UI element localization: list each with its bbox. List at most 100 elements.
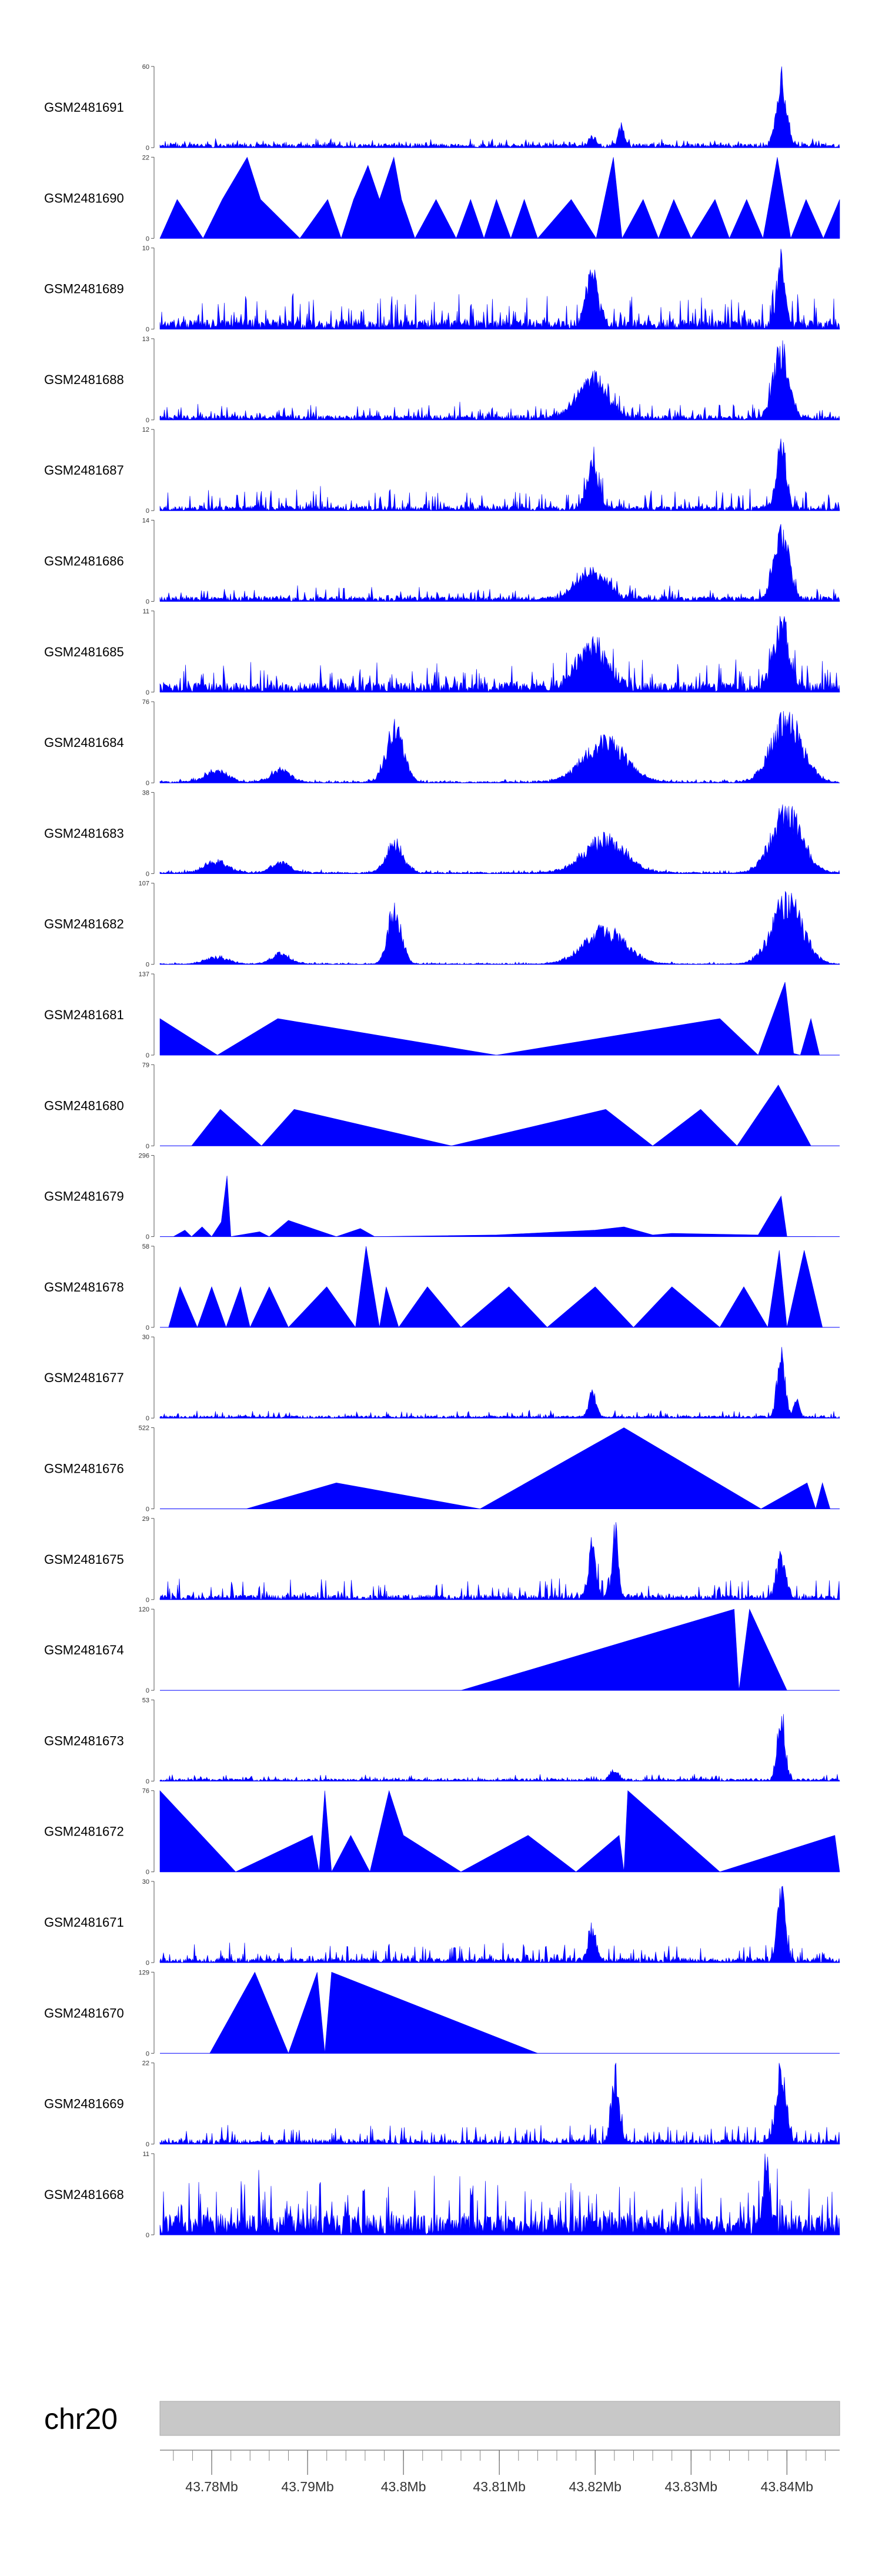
coverage-area	[159, 1347, 840, 1419]
track-GSM2481669: GSM2481669 22 0	[44, 2060, 840, 2148]
y-axis-max-label: 296	[139, 1153, 149, 1160]
coverage-area	[159, 616, 840, 693]
y-axis-min-label: 0	[146, 1687, 149, 1694]
y-axis-max-label: 137	[139, 971, 149, 978]
x-tick-label: 43.83Mb	[665, 2479, 718, 2494]
y-axis-max-label: 60	[142, 64, 149, 71]
track-GSM2481685: GSM2481685 11 0	[44, 608, 840, 696]
track-GSM2481687: GSM2481687 12 0	[44, 426, 840, 515]
track-GSM2481689: GSM2481689 10 0	[44, 245, 840, 333]
y-axis-min-label: 0	[146, 326, 149, 333]
track-label: GSM2481669	[44, 2097, 124, 2111]
coverage-area	[159, 340, 840, 421]
y-axis-max-label: 22	[142, 154, 149, 161]
y-axis-min-label: 0	[146, 508, 149, 515]
y-axis-max-label: 12	[142, 426, 149, 433]
track-GSM2481678: GSM2481678 58 0	[44, 1243, 840, 1332]
coverage-area	[159, 982, 820, 1056]
coverage-area	[159, 2063, 840, 2145]
track-label: GSM2481673	[44, 1733, 124, 1748]
track-GSM2481671: GSM2481671 30 0	[44, 1878, 840, 1967]
y-axis-max-label: 53	[142, 1697, 149, 1704]
track-label: GSM2481684	[44, 735, 124, 750]
track-label: GSM2481685	[44, 645, 124, 659]
coverage-area	[460, 1609, 787, 1691]
x-tick-label: 43.84Mb	[761, 2479, 814, 2494]
coverage-area	[159, 66, 840, 148]
genome-axis: chr20 43.78Mb 43.79Mb 43.8Mb 43.81Mb 43.82Mb…	[44, 2401, 840, 2494]
y-axis-max-label: 58	[142, 1243, 149, 1250]
chromosome-ideogram	[159, 2401, 840, 2436]
track-label: GSM2481677	[44, 1370, 124, 1385]
y-axis-min-label: 0	[146, 2050, 149, 2057]
coverage-area	[159, 1886, 840, 1963]
coverage-area	[191, 1085, 811, 1146]
track-label: GSM2481668	[44, 2187, 124, 2202]
y-axis-min-label: 0	[146, 145, 149, 152]
track-GSM2481682: GSM2481682 107 0	[44, 880, 840, 969]
y-axis-max-label: 30	[142, 1334, 149, 1341]
y-axis-max-label: 30	[142, 1878, 149, 1886]
x-tick-label: 43.82Mb	[569, 2479, 622, 2494]
y-axis-max-label: 107	[139, 880, 149, 887]
coverage-area	[246, 1427, 831, 1510]
track-GSM2481686: GSM2481686 14 0	[44, 518, 840, 606]
track-GSM2481683: GSM2481683 38 0	[44, 789, 840, 877]
coverage-area	[159, 156, 840, 239]
track-GSM2481688: GSM2481688 13 0	[44, 336, 840, 424]
y-axis-max-label: 522	[139, 1425, 149, 1432]
track-label: GSM2481679	[44, 1189, 124, 1204]
track-GSM2481681: GSM2481681 137 0	[44, 971, 840, 1059]
chromosome-label: chr20	[44, 2403, 118, 2435]
track-label: GSM2481687	[44, 463, 124, 478]
y-axis-min-label: 0	[146, 689, 149, 696]
track-label: GSM2481670	[44, 2006, 124, 2020]
track-GSM2481680: GSM2481680 79 0	[44, 1062, 840, 1150]
y-axis-max-label: 38	[142, 789, 149, 796]
y-axis-min-label: 0	[146, 1960, 149, 1967]
y-axis-min-label: 0	[146, 2232, 149, 2239]
coverage-area	[159, 438, 840, 512]
track-label: GSM2481675	[44, 1552, 124, 1567]
coverage-area	[168, 1246, 823, 1328]
track-label: GSM2481680	[44, 1098, 124, 1113]
track-label: GSM2481690	[44, 191, 124, 205]
coverage-area	[159, 524, 840, 602]
y-axis-max-label: 22	[142, 2060, 149, 2067]
track-GSM2481677: GSM2481677 30 0	[44, 1334, 840, 1422]
track-label: GSM2481672	[44, 1824, 124, 1839]
y-axis-min-label: 0	[146, 417, 149, 424]
track-label: GSM2481671	[44, 1915, 124, 1930]
y-axis-max-label: 129	[139, 1969, 149, 1976]
y-axis-min-label: 0	[146, 1869, 149, 1876]
coverage-area	[159, 1790, 840, 1873]
y-axis-max-label: 29	[142, 1516, 149, 1523]
x-tick-label: 43.78Mb	[185, 2479, 238, 2494]
y-axis-max-label: 11	[143, 2151, 149, 2158]
y-axis-min-label: 0	[146, 780, 149, 787]
y-axis-min-label: 0	[146, 1324, 149, 1332]
y-axis-max-label: 14	[142, 518, 149, 525]
track-label: GSM2481678	[44, 1280, 124, 1294]
track-label: GSM2481674	[44, 1643, 124, 1657]
track-GSM2481684: GSM2481684 76 0	[44, 699, 840, 787]
coverage-area	[159, 1522, 840, 1600]
x-tick-label: 43.81Mb	[473, 2479, 526, 2494]
coverage-area	[159, 804, 840, 874]
track-label: GSM2481681	[44, 1007, 124, 1022]
y-axis-min-label: 0	[146, 1052, 149, 1059]
x-tick-label: 43.79Mb	[281, 2479, 334, 2494]
track-label: GSM2481686	[44, 554, 124, 569]
data-tracks: GSM2481691600GSM2481690220GSM2481689100G…	[44, 64, 840, 2239]
y-axis-min-label: 0	[146, 1143, 149, 1150]
track-GSM2481670: GSM2481670 129 0	[44, 1969, 840, 2057]
track-label: GSM2481683	[44, 826, 124, 840]
y-axis-min-label: 0	[146, 1597, 149, 1604]
y-axis-max-label: 79	[142, 1062, 149, 1069]
track-label: GSM2481691	[44, 100, 124, 115]
y-axis-max-label: 120	[139, 1606, 149, 1613]
track-GSM2481679: GSM2481679 296 0	[44, 1153, 840, 1241]
y-axis-min-label: 0	[146, 1415, 149, 1422]
track-GSM2481691: GSM2481691 60 0	[44, 64, 840, 152]
y-axis-max-label: 11	[143, 608, 149, 615]
